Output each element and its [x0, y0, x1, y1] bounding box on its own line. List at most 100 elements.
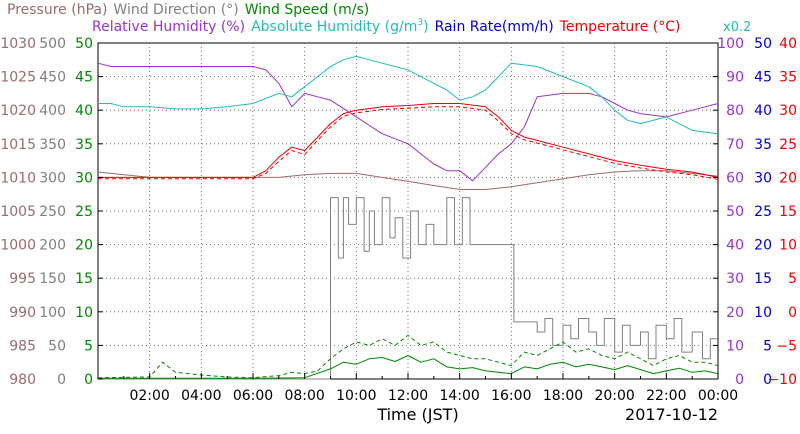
- series-line-wind-speed: [98, 355, 719, 379]
- legend-label: Wind Direction (°): [113, 2, 238, 18]
- right-axis-tick-label: 50: [726, 204, 744, 220]
- right-axis-tick-label: 10: [726, 338, 744, 354]
- left-axis-tick-label: 450: [39, 70, 66, 86]
- right-axis-tick-label: 50: [754, 36, 772, 52]
- left-axis-tick-label: 20: [75, 238, 93, 254]
- left-axis-tick-label: 35: [75, 137, 93, 153]
- right-axis-tick-label: 10: [754, 305, 772, 321]
- right-axis-tick-label: 70: [726, 137, 744, 153]
- x-tick-label: 04:00: [181, 388, 221, 404]
- left-axis-tick-label: 25: [75, 204, 93, 220]
- legend-label: Relative Humidity (%): [92, 19, 245, 35]
- legend-label: Absolute Humidity (g/m: [251, 19, 417, 35]
- right-axis-tick-label: 25: [754, 204, 772, 220]
- series-line-absolute-humidity: [98, 55, 719, 135]
- x-tick-label: 00:00: [698, 388, 738, 404]
- left-axis-tick-label: 400: [39, 103, 66, 119]
- right-axis-tick-label: 30: [779, 103, 797, 119]
- left-axis-tick-label: 200: [39, 238, 66, 254]
- left-axis-tick-label: 1030: [0, 36, 36, 52]
- left-axis-tick-label: 1020: [0, 103, 36, 119]
- series-line-wind-direction: [98, 197, 718, 380]
- right-axes: 1009080706050403020100504540353025201510…: [717, 36, 797, 388]
- legend-label: Rain Rate(mm/h): [435, 19, 554, 35]
- x-tick-label: 12:00: [388, 388, 428, 404]
- left-axis-tick-label: 980: [9, 372, 36, 388]
- left-axis-tick-label: 350: [39, 137, 66, 153]
- right-axis-tick-label: 35: [779, 70, 797, 86]
- series-line-temperature: [98, 103, 719, 178]
- left-axis-tick-label: 250: [39, 204, 66, 220]
- left-axis-tick-label: 30: [75, 170, 93, 186]
- right-axis-tick-label: 90: [726, 70, 744, 86]
- left-axis-tick-label: 40: [75, 103, 93, 119]
- left-axis-tick-label: 500: [39, 36, 66, 52]
- left-axis-tick-label: 0: [84, 372, 93, 388]
- right-axis-tick-label: 30: [754, 170, 772, 186]
- x-tick-label: 16:00: [491, 388, 531, 404]
- right-axis-tick-label: 30: [726, 271, 744, 287]
- right-axis-tick-label: 80: [726, 103, 744, 119]
- right-axis-tick-label: 20: [779, 170, 797, 186]
- series-line-temperature-dashed: [98, 106, 719, 180]
- left-axis-tick-label: 1005: [0, 204, 36, 220]
- right-axis-tick-label: 15: [754, 271, 772, 287]
- legend-label: Wind Speed (m/s): [245, 2, 370, 18]
- left-axis-tick-label: 1015: [0, 137, 36, 153]
- series: [97, 55, 719, 380]
- left-axis-tick-label: 45: [75, 70, 93, 86]
- legend-label: Pressure (hPa): [7, 2, 107, 18]
- right-axis-tick-label: 0: [735, 372, 744, 388]
- left-axis-tick-label: 150: [39, 271, 66, 287]
- right-axis-tick-label: 5: [763, 338, 772, 354]
- x-tick-label: 06:00: [233, 388, 273, 404]
- grid: [98, 43, 718, 379]
- x-tick-label: 14:00: [439, 388, 479, 404]
- left-axis-tick-label: 0: [57, 372, 66, 388]
- right-axis-tick-label: 60: [726, 170, 744, 186]
- right-axis-tick-label: 40: [726, 238, 744, 254]
- right-axis-tick-label: 20: [754, 238, 772, 254]
- right-axis-tick-label: 100: [717, 36, 744, 52]
- left-axis-tick-label: 1025: [0, 70, 36, 86]
- right-axis-tick-label: 35: [754, 137, 772, 153]
- title-row-1: Pressure (hPa) Wind Direction (°) Wind Spe…: [7, 2, 369, 18]
- left-axes: 1030102510201015101010051000995990985980…: [0, 36, 718, 388]
- right-axis-tick-label: 5: [788, 271, 797, 287]
- left-axis-tick-label: 15: [75, 271, 93, 287]
- left-axis-tick-label: 100: [39, 305, 66, 321]
- series-line-relative-humidity: [97, 62, 719, 182]
- x-axis-label: Time (JST): [376, 405, 458, 424]
- date-label: 2017-10-12: [625, 405, 718, 424]
- right-axis-tick-label: 40: [754, 103, 772, 119]
- multiplier-note: x0.2: [723, 20, 751, 35]
- x-tick-label: 18:00: [543, 388, 583, 404]
- right-axis-tick-label: −10: [767, 372, 797, 388]
- title-row-2: Relative Humidity (%) Absolute Humidity (…: [92, 18, 681, 35]
- right-axis-tick-label: 0: [763, 372, 772, 388]
- left-axis-tick-label: 1010: [0, 170, 36, 186]
- x-tick-label: 10:00: [336, 388, 376, 404]
- left-axis-tick-label: 985: [9, 338, 36, 354]
- left-axis-tick-label: 10: [75, 305, 93, 321]
- x-tick-label: 20:00: [594, 388, 634, 404]
- right-axis-tick-label: 45: [754, 70, 772, 86]
- legend-label-close: ): [423, 19, 428, 35]
- left-axis-tick-label: 300: [39, 170, 66, 186]
- left-axis-tick-label: 1000: [0, 238, 36, 254]
- right-axis-tick-label: 40: [779, 36, 797, 52]
- left-axis-tick-label: 50: [75, 36, 93, 52]
- legend-label: Temperature (°C): [559, 19, 681, 35]
- x-tick-label: 02:00: [129, 388, 169, 404]
- series-line-pressure: [97, 170, 719, 190]
- left-axis-tick-label: 990: [9, 305, 36, 321]
- x-tick-label: 22:00: [646, 388, 686, 404]
- x-tick-label: 08:00: [284, 388, 324, 404]
- right-axis-tick-label: 0: [788, 305, 797, 321]
- right-axis-tick-label: 10: [779, 238, 797, 254]
- right-axis-tick-label: 15: [779, 204, 797, 220]
- x-axis: 02:00 04:00 06:00 08:00 10:00 12:00 14:00 16:00…: [123, 373, 738, 404]
- legend-label-sup: 3: [417, 18, 423, 28]
- right-axis-tick-label: −5: [776, 338, 797, 354]
